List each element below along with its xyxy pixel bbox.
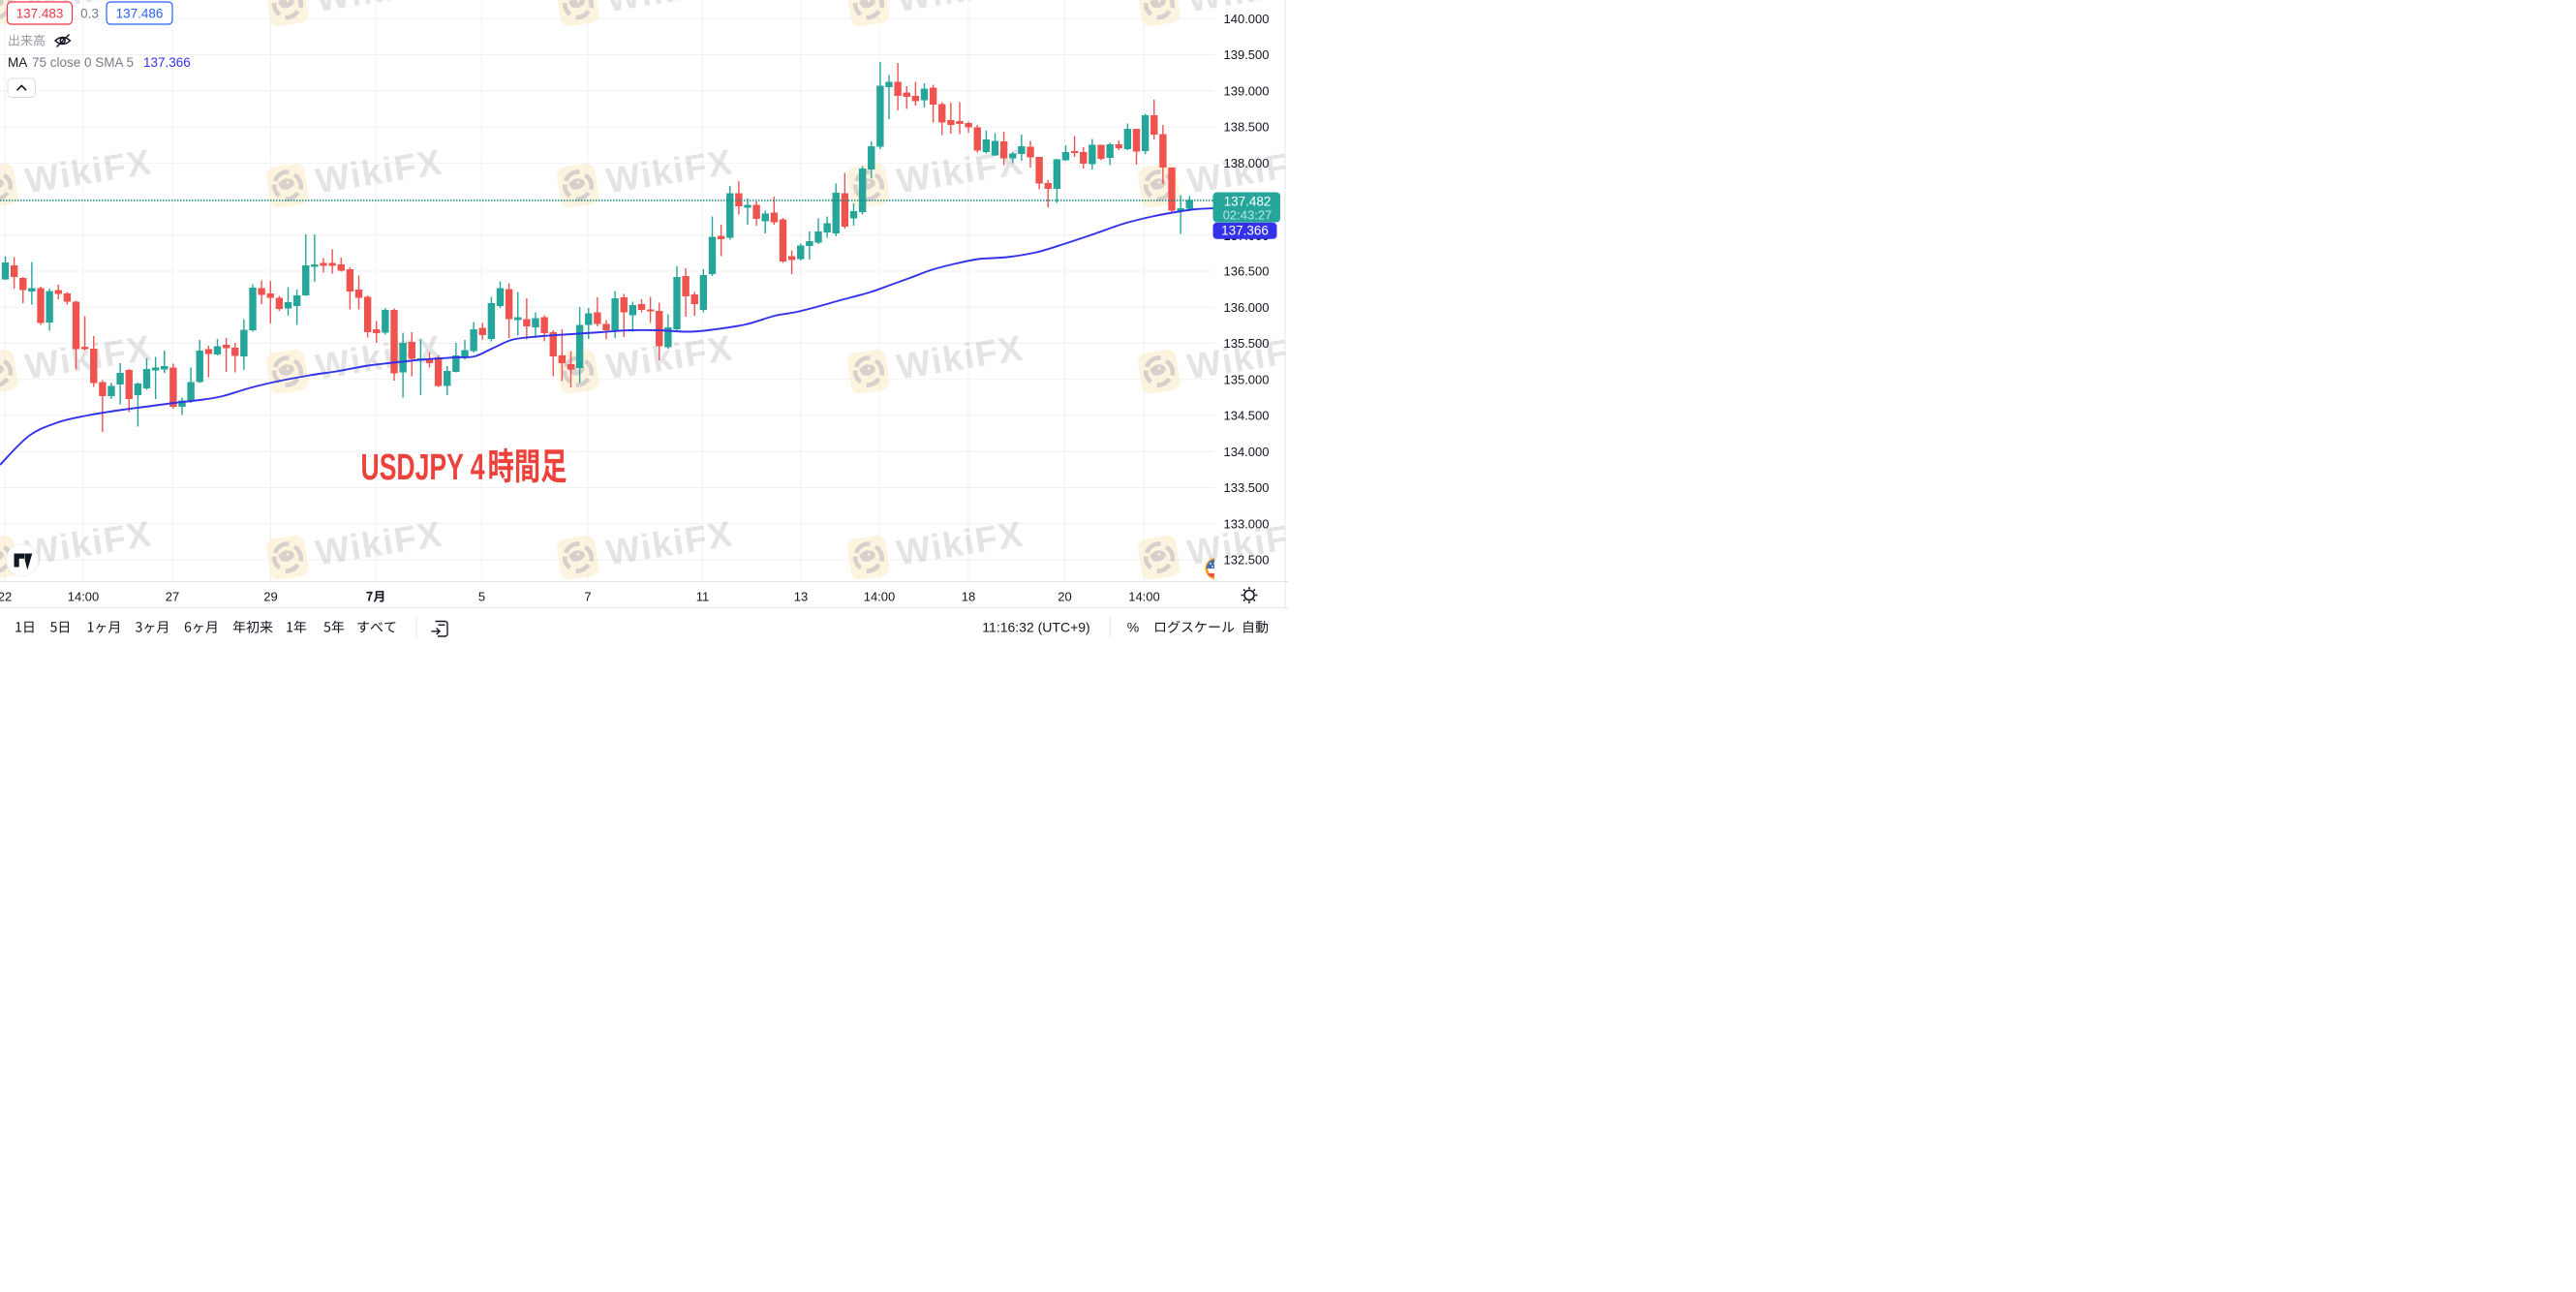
svg-text:0.3: 0.3 bbox=[80, 6, 99, 20]
svg-text:139.000: 139.000 bbox=[1224, 83, 1270, 98]
svg-text:138.000: 138.000 bbox=[1224, 156, 1270, 170]
svg-text:140.000: 140.000 bbox=[1224, 12, 1270, 26]
svg-text:75 close 0 SMA 5: 75 close 0 SMA 5 bbox=[32, 55, 134, 70]
svg-text:133.000: 133.000 bbox=[1224, 516, 1270, 531]
svg-text:5: 5 bbox=[478, 590, 485, 604]
svg-text:136.500: 136.500 bbox=[1224, 264, 1270, 279]
svg-text:135.000: 135.000 bbox=[1224, 372, 1270, 386]
svg-text:136.000: 136.000 bbox=[1224, 300, 1270, 315]
svg-text:132.500: 132.500 bbox=[1224, 553, 1270, 568]
svg-text:134.000: 134.000 bbox=[1224, 445, 1270, 459]
svg-text:20: 20 bbox=[1058, 590, 1071, 604]
svg-text:134.500: 134.500 bbox=[1224, 409, 1270, 423]
svg-text:MA: MA bbox=[8, 55, 27, 70]
svg-text:13: 13 bbox=[794, 590, 808, 604]
svg-text:137.483: 137.483 bbox=[16, 6, 64, 20]
svg-text:14:00: 14:00 bbox=[1128, 590, 1160, 604]
svg-text:135.500: 135.500 bbox=[1224, 336, 1270, 351]
svg-text:%: % bbox=[1127, 620, 1139, 635]
svg-text:27: 27 bbox=[166, 590, 179, 604]
svg-text:29: 29 bbox=[263, 590, 277, 604]
svg-text:7: 7 bbox=[584, 590, 591, 604]
svg-text:138.500: 138.500 bbox=[1224, 120, 1270, 135]
svg-text:133.500: 133.500 bbox=[1224, 480, 1270, 495]
svg-text:137.366: 137.366 bbox=[143, 55, 191, 70]
svg-text:22: 22 bbox=[0, 590, 12, 604]
svg-text:14:00: 14:00 bbox=[864, 590, 896, 604]
svg-text:11: 11 bbox=[696, 590, 710, 604]
svg-text:11:16:32 (UTC+9): 11:16:32 (UTC+9) bbox=[982, 620, 1089, 635]
svg-text:18: 18 bbox=[962, 590, 975, 604]
svg-text:14:00: 14:00 bbox=[68, 590, 100, 604]
svg-text:139.500: 139.500 bbox=[1224, 47, 1270, 62]
svg-text:137.366: 137.366 bbox=[1221, 224, 1269, 238]
svg-text:02:43:27: 02:43:27 bbox=[1223, 207, 1273, 222]
svg-text:USDJPY 4: USDJPY 4 bbox=[361, 446, 486, 487]
svg-text:137.482: 137.482 bbox=[1224, 194, 1272, 208]
svg-text:137.486: 137.486 bbox=[116, 6, 164, 20]
